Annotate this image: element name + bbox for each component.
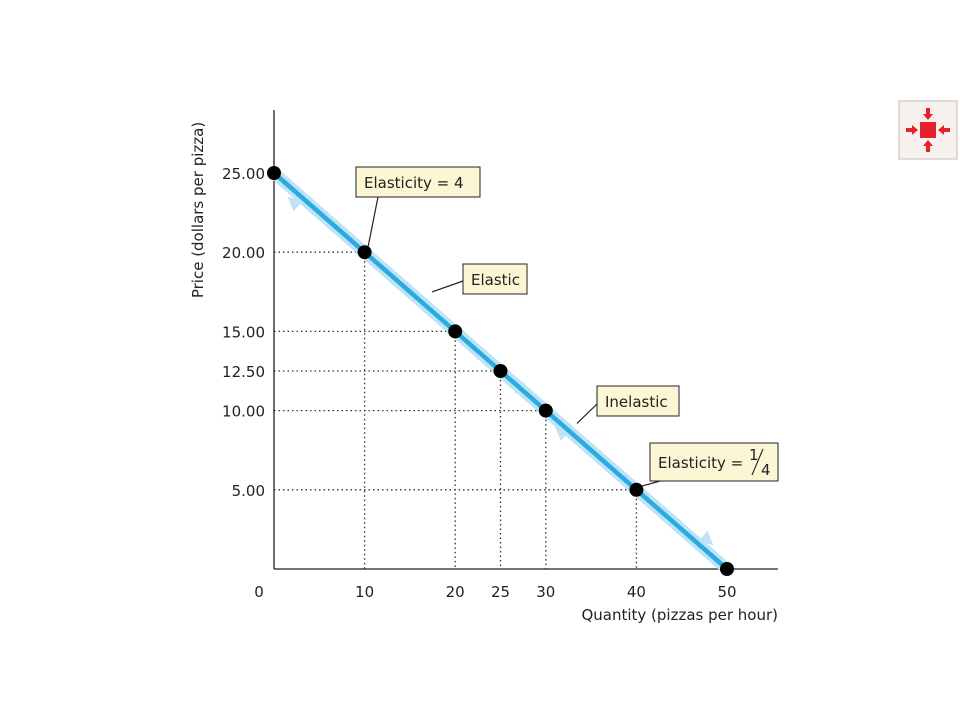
fraction-slash bbox=[751, 448, 764, 476]
y-tick-label: 12.50 bbox=[222, 363, 265, 381]
x-axis-title: Quantity (pizzas per hour) bbox=[581, 606, 778, 624]
x-tick-label: 40 bbox=[627, 583, 646, 601]
tick-labels: 0 10 20 25 30 40 50 25.00 20.00 15.00 12.50 10.00 5… bbox=[222, 165, 737, 601]
callout-text: Elasticity = 4 bbox=[364, 174, 464, 192]
callout-leader bbox=[576, 403, 598, 424]
x-tick-label: 30 bbox=[536, 583, 555, 601]
data-point bbox=[267, 166, 281, 180]
x-tick-label: 20 bbox=[446, 583, 465, 601]
y-tick-label: 20.00 bbox=[222, 244, 265, 262]
band-arrow-head bbox=[698, 530, 714, 546]
nav-button[interactable] bbox=[898, 100, 958, 160]
x-tick-label: 25 bbox=[491, 583, 510, 601]
data-point bbox=[448, 324, 463, 339]
axes bbox=[273, 110, 778, 570]
y-tick-label: 25.00 bbox=[222, 165, 265, 183]
guide-lines bbox=[274, 251, 638, 569]
data-point bbox=[357, 245, 372, 260]
callout-text: Inelastic bbox=[605, 393, 668, 411]
callout-leader bbox=[367, 196, 379, 250]
callout-text: Elastic bbox=[471, 271, 520, 289]
y-tick-label: 5.00 bbox=[232, 482, 265, 500]
band-arrow-head bbox=[287, 196, 303, 212]
x-tick-label: 10 bbox=[355, 583, 374, 601]
callout-leaders bbox=[367, 196, 661, 488]
shrink-arrows-icon bbox=[898, 100, 958, 160]
y-axis-title: Price (dollars per pizza) bbox=[189, 122, 207, 298]
fraction-denominator: 4 bbox=[761, 461, 771, 479]
callout-box bbox=[596, 385, 680, 417]
data-point bbox=[538, 403, 553, 418]
callout-text: Elasticity = bbox=[658, 454, 743, 472]
data-point bbox=[629, 482, 644, 497]
fraction-numerator: 1 bbox=[749, 446, 759, 464]
callout-box bbox=[355, 166, 481, 198]
data-point bbox=[720, 562, 734, 576]
data-points bbox=[267, 166, 734, 576]
callout-leader bbox=[431, 280, 464, 293]
x-tick-label: 50 bbox=[717, 583, 736, 601]
y-tick-label: 15.00 bbox=[222, 323, 265, 341]
callouts: Elasticity = 4 Elastic Inelastic Elasticity… bbox=[355, 166, 779, 482]
callout-box bbox=[462, 263, 528, 295]
callout-leader bbox=[639, 480, 661, 488]
origin-label: 0 bbox=[254, 583, 264, 601]
y-tick-label: 10.00 bbox=[222, 403, 265, 421]
data-point bbox=[493, 364, 508, 378]
callout-box bbox=[649, 442, 779, 482]
